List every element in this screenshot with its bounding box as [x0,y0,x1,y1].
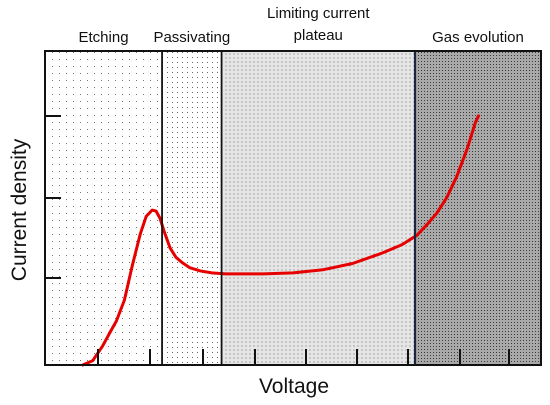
current-density-curve [81,114,480,367]
plot-frame [44,50,542,366]
x-axis-title: Voltage [259,375,329,398]
region-0-shading [45,51,163,365]
region-label-2-line-1: plateau [294,27,343,44]
region-2-shading [221,51,416,365]
region-3-shading [415,51,541,365]
region-label-2-line-0: Limiting current [267,5,370,22]
y-axis-title: Current density [8,138,31,281]
region-label-3-line-0: Gas evolution [432,29,524,46]
region-1-shading [162,51,222,365]
region-label-0-line-0: Etching [79,29,129,46]
region-label-1-line-0: Passivating [153,29,230,46]
